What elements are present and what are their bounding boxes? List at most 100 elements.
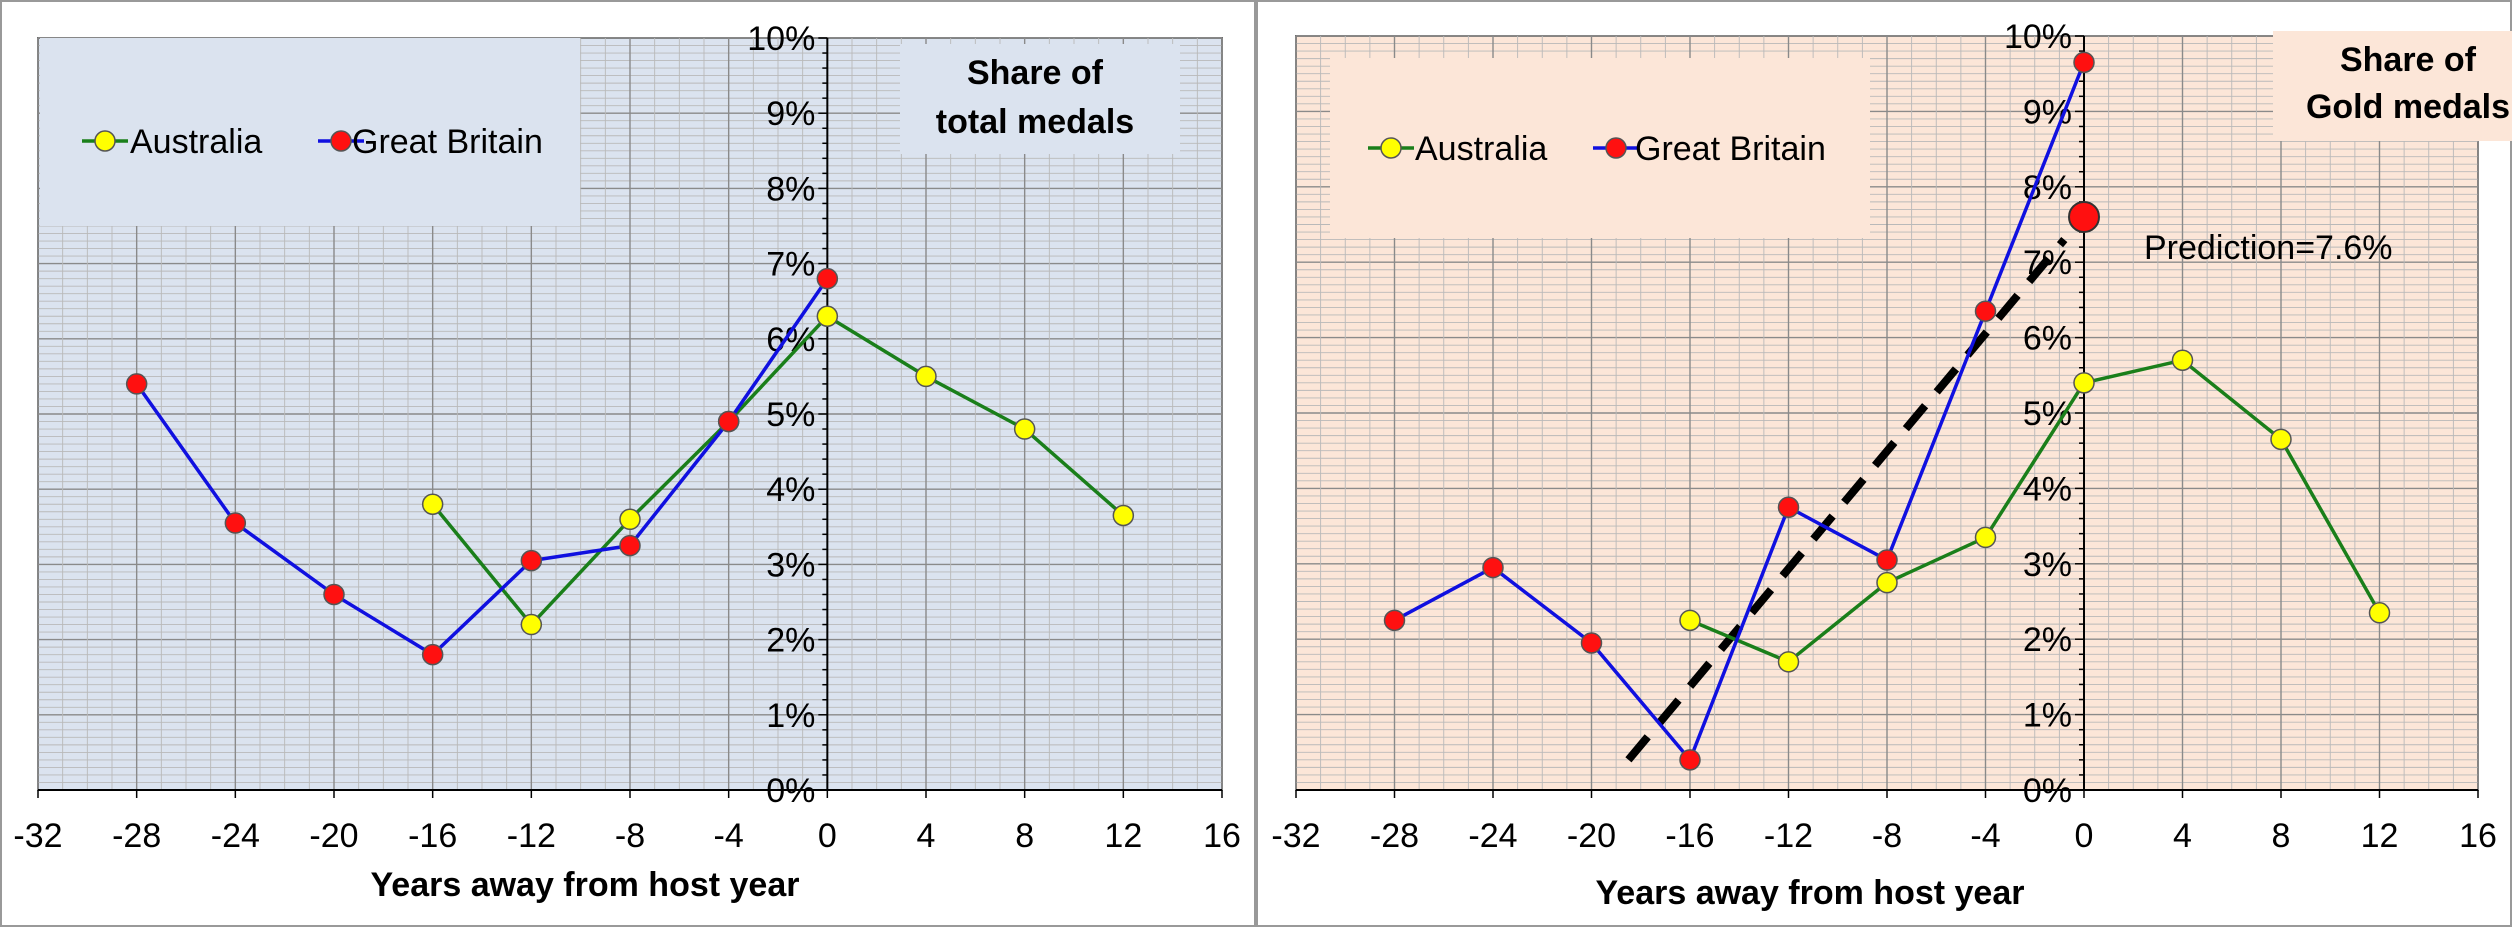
x-tick-label: 8	[2272, 817, 2291, 855]
y-tick-label: 2%	[2023, 621, 2072, 659]
x-tick-label: -32	[1271, 817, 1320, 855]
y-tick-label: 7%	[766, 246, 815, 284]
series-australia	[1679, 349, 2391, 673]
series-great-britain	[125, 267, 839, 666]
x-tick-label: -20	[1567, 817, 1616, 855]
legend-label: Australia	[1415, 130, 1547, 168]
left-chart-title: Share of	[967, 54, 1104, 92]
legend-label: Great Britain	[352, 123, 543, 161]
data-point	[125, 373, 148, 395]
y-tick-label: 6%	[2023, 320, 2072, 358]
x-tick-label: -24	[211, 817, 260, 855]
left-title-box	[900, 44, 1180, 154]
series-line	[135, 277, 829, 657]
y-tick-label: 3%	[2023, 546, 2072, 584]
y-tick-label: 4%	[2023, 470, 2072, 508]
data-point	[717, 410, 740, 433]
data-point	[1013, 418, 1036, 440]
y-tick-label: 0%	[766, 772, 815, 810]
legend-marker	[1380, 137, 1402, 159]
x-tick-label: -8	[615, 817, 645, 855]
right-chart-title: Share of	[2340, 41, 2477, 79]
x-tick-label: 12	[1104, 817, 1142, 855]
x-tick-label: -32	[13, 817, 62, 855]
x-tick-label: -16	[408, 817, 457, 855]
data-point	[421, 493, 444, 515]
x-tick-label: -16	[1665, 817, 1714, 855]
left-chart: 0%1%2%3%4%5%6%7%8%9%10%-32 -28 -24 -20 -16 -1…	[13, 20, 1240, 904]
data-point	[1876, 571, 1898, 594]
left-chart-title: total medals	[936, 103, 1134, 141]
y-tick-label: 1%	[2023, 697, 2072, 735]
y-tick-label: 5%	[766, 396, 815, 434]
data-point	[1112, 504, 1135, 527]
x-tick-label: 8	[1015, 817, 1034, 855]
x-tick-label: -24	[1468, 817, 1517, 855]
data-point	[915, 365, 937, 388]
series-line	[1393, 61, 2086, 762]
data-point	[1876, 549, 1898, 571]
data-point	[2171, 349, 2194, 371]
y-tick-label: 3%	[766, 546, 815, 584]
data-point	[2368, 602, 2391, 624]
right-chart: 0%1%2%3%4%5%6%7%8%9%10%-32-28-24-20-16-1…	[1271, 18, 2512, 912]
y-tick-label: 10%	[747, 20, 815, 58]
data-point	[2073, 51, 2095, 74]
prediction-point	[2068, 200, 2100, 233]
data-point	[1777, 496, 1800, 518]
data-point	[2270, 428, 2292, 451]
y-tick-label: 9%	[766, 95, 815, 133]
x-tick-label: -4	[1970, 817, 2000, 855]
data-point	[224, 512, 247, 534]
series-line	[1689, 358, 2382, 664]
x-tick-label: 16	[1203, 817, 1241, 855]
series-australia	[421, 305, 1135, 636]
trend-line	[1625, 237, 2068, 763]
data-point	[1679, 749, 1701, 771]
legend-marker	[94, 130, 116, 152]
x-tick-label: 0	[2075, 817, 2094, 855]
x-tick-label: -28	[112, 817, 161, 855]
x-tick-label: 4	[917, 817, 936, 855]
x-tick-label: -28	[1370, 817, 1419, 855]
x-tick-label: -20	[309, 817, 358, 855]
data-point	[520, 549, 543, 572]
data-point	[421, 643, 444, 666]
x-tick-label: 0	[818, 817, 837, 855]
x-tick-label: 4	[2173, 817, 2192, 855]
x-tick-label: 16	[2459, 817, 2497, 855]
legend-marker	[330, 130, 352, 152]
data-point	[816, 305, 839, 327]
data-point	[1974, 300, 1997, 322]
data-point	[1777, 651, 1800, 673]
data-point	[619, 508, 641, 531]
x-tick-label: -8	[1872, 817, 1902, 855]
data-point	[1383, 609, 1406, 632]
legend-label: Great Britain	[1635, 130, 1826, 168]
x-tick-label: -12	[1764, 817, 1813, 855]
data-point	[1482, 556, 1504, 579]
data-point	[816, 267, 839, 290]
x-tick-label: 12	[2361, 817, 2399, 855]
left-x-axis-title: Years away from host year	[370, 866, 799, 904]
left-legend-box	[40, 38, 580, 226]
right-title-box	[2273, 31, 2512, 141]
right-x-axis-title: Years away from host year	[1595, 874, 2024, 912]
data-point	[2073, 372, 2095, 394]
data-point	[1679, 609, 1701, 632]
data-point	[323, 583, 345, 606]
data-point	[520, 613, 543, 636]
series-line	[431, 314, 1125, 627]
y-tick-label: 10%	[2004, 18, 2072, 56]
right-chart-title: Gold medals	[2306, 88, 2510, 126]
y-tick-label: 0%	[2023, 772, 2072, 810]
y-tick-label: 4%	[766, 471, 815, 509]
y-tick-label: 2%	[766, 622, 815, 660]
legend-marker	[1605, 137, 1627, 159]
series-great-britain	[1383, 51, 2095, 771]
x-tick-label: -12	[507, 817, 556, 855]
y-tick-label: 8%	[766, 170, 815, 208]
y-tick-label: 1%	[766, 697, 815, 735]
